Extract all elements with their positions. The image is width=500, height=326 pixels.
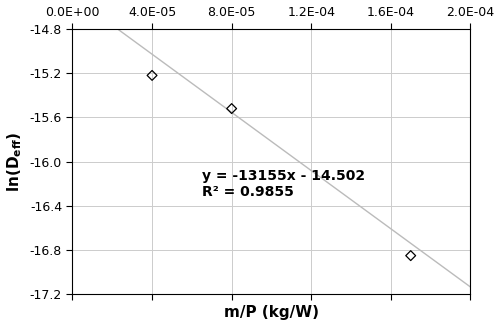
Y-axis label: ln(D$_{\mathregular{eff}}$): ln(D$_{\mathregular{eff}}$) bbox=[6, 131, 25, 192]
X-axis label: m/P (kg/W): m/P (kg/W) bbox=[224, 305, 319, 320]
Point bbox=[148, 73, 156, 78]
Text: y = -13155x - 14.502
R² = 0.9855: y = -13155x - 14.502 R² = 0.9855 bbox=[202, 169, 365, 199]
Point bbox=[228, 106, 235, 111]
Point bbox=[406, 253, 414, 258]
